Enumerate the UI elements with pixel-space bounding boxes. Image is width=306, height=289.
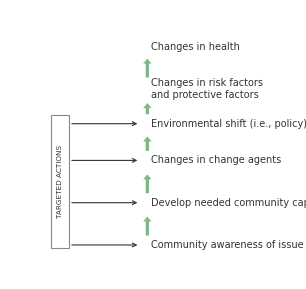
Text: Changes in risk factors
and protective factors: Changes in risk factors and protective f…: [151, 78, 263, 100]
Text: Environmental shift (i.e., policy): Environmental shift (i.e., policy): [151, 119, 306, 129]
FancyBboxPatch shape: [51, 115, 69, 248]
Text: Changes in change agents: Changes in change agents: [151, 155, 281, 165]
Text: TARGETED ACTIONS: TARGETED ACTIONS: [57, 145, 63, 218]
Text: Community awareness of issue: Community awareness of issue: [151, 240, 304, 250]
Text: Changes in health: Changes in health: [151, 42, 240, 52]
Text: Develop needed community capacity: Develop needed community capacity: [151, 198, 306, 208]
